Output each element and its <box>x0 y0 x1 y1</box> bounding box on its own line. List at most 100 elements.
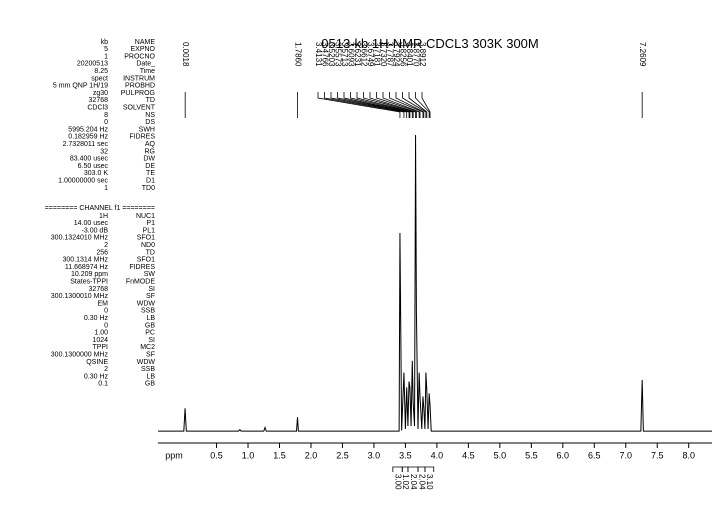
spectrum-line <box>158 134 712 432</box>
param-name: SSB <box>141 366 155 373</box>
param-name: SF <box>146 293 155 300</box>
param-value: 256 <box>96 249 108 256</box>
peak-label: 0.0018 <box>181 42 190 67</box>
param-value: 0 <box>104 322 108 329</box>
param-name: ND0 <box>141 242 155 249</box>
peak-leader <box>330 92 408 118</box>
peak-leader <box>369 92 417 118</box>
param-value: 300.1314 MHz <box>62 257 108 264</box>
peak-label: 3.8770 <box>411 42 420 67</box>
param-name: SFO1 <box>137 235 155 242</box>
param-name: SI <box>148 286 155 293</box>
peak-leader <box>376 92 420 118</box>
param-value: 1 <box>104 53 108 60</box>
param-value: 0.182959 Hz <box>68 134 108 141</box>
param-name: GB <box>145 381 155 388</box>
peak-label: 3.4131 <box>314 42 323 67</box>
x-tick-label: 4.0 <box>431 450 444 460</box>
x-tick-label: 8.0 <box>682 450 695 460</box>
param-value: 0 <box>104 119 108 126</box>
x-tick-label: 6.0 <box>557 450 570 460</box>
param-name: GB <box>145 322 155 329</box>
param-value: kb <box>101 39 109 46</box>
param-name: Time <box>140 68 155 75</box>
peak-leader <box>382 92 421 118</box>
param-value: 1024 <box>92 337 108 344</box>
integral-label: 1.02 <box>401 474 410 490</box>
param-name: TD0 <box>142 185 155 192</box>
param-name: PC <box>145 330 155 337</box>
param-value: 8 <box>104 112 108 119</box>
x-axis-label: ppm <box>165 450 183 460</box>
param-name: SSB <box>141 308 155 315</box>
channel-header: ======== CHANNEL f1 ======== <box>45 205 155 212</box>
x-tick-label: 3.0 <box>368 450 381 460</box>
param-value: 300.1324010 MHz <box>51 235 109 242</box>
param-value: 2.7328011 sec <box>63 141 109 148</box>
integral-bracket <box>392 466 403 472</box>
param-value: 11.668974 Hz <box>65 264 109 271</box>
x-tick-label: 2.0 <box>305 450 318 460</box>
peak-label: 3.6231 <box>353 42 362 67</box>
param-value: 32768 <box>89 97 109 104</box>
param-value: 300.1300000 MHz <box>51 352 109 359</box>
param-name: DS <box>145 119 155 126</box>
x-tick-label: 3.5 <box>399 450 412 460</box>
peak-leader <box>402 92 427 118</box>
peak-leader <box>317 92 401 118</box>
param-name: P1 <box>146 220 155 227</box>
param-value: 0.1 <box>98 381 108 388</box>
param-value: 2 <box>104 366 108 373</box>
x-tick-label: 1.0 <box>242 450 255 460</box>
param-value: 5 <box>104 46 108 53</box>
param-value: 32 <box>100 148 108 155</box>
param-name: Date_ <box>136 61 155 68</box>
x-tick-label: 6.5 <box>588 450 601 460</box>
x-tick-label: 7.0 <box>619 450 632 460</box>
x-tick-label: 0.5 <box>210 450 223 460</box>
param-name: SWH <box>139 126 155 133</box>
param-value: 1H <box>99 213 108 220</box>
peak-label: 3.6749 <box>366 42 375 67</box>
param-value: 5 mm QNP 1H/19 <box>53 83 108 90</box>
x-tick-label: 1.5 <box>273 450 286 460</box>
integral-label: 3.00 <box>393 474 402 490</box>
param-value: spect <box>91 75 108 82</box>
param-name: PROBHD <box>125 83 155 90</box>
param-name: DE <box>145 163 155 170</box>
peak-label: 3.8912 <box>418 42 427 67</box>
peak-label: 3.6093 <box>346 42 355 67</box>
peak-label: 3.7320 <box>379 42 388 67</box>
param-value: States-TPPI <box>70 279 108 286</box>
param-name: FIDRES <box>129 134 155 141</box>
param-name: WDW <box>137 300 156 307</box>
param-name: TD <box>146 249 155 256</box>
param-value: 8.25 <box>94 68 108 75</box>
param-value: CDCl3 <box>87 105 108 112</box>
param-name: SI <box>148 337 155 344</box>
param-name: SW <box>144 271 156 278</box>
param-name: NUC1 <box>136 213 155 220</box>
peak-label: 3.5573 <box>333 42 342 67</box>
peak-leader <box>421 92 431 118</box>
param-name: NAME <box>135 39 156 46</box>
param-value: QSINE <box>86 359 108 366</box>
peak-leader <box>395 92 425 118</box>
param-name: PULPROG <box>121 90 155 97</box>
integral-label: 3.10 <box>425 474 434 490</box>
param-value: 6.50 usec <box>78 163 109 170</box>
param-value: zg30 <box>93 90 108 97</box>
param-value: 2 <box>104 242 108 249</box>
param-value: 10.209 ppm <box>71 271 108 278</box>
integral-bracket <box>401 466 409 472</box>
param-name: LB <box>146 315 155 322</box>
param-value: 0.30 Hz <box>84 315 109 322</box>
integral-bracket <box>417 466 426 472</box>
peak-leader <box>337 92 410 118</box>
peak-label: 7.2609 <box>638 42 647 67</box>
peak-leader <box>324 92 405 118</box>
x-tick-label: 7.5 <box>651 450 664 460</box>
param-value: 20200513 <box>77 61 108 68</box>
param-name: PROCNO <box>124 53 155 60</box>
